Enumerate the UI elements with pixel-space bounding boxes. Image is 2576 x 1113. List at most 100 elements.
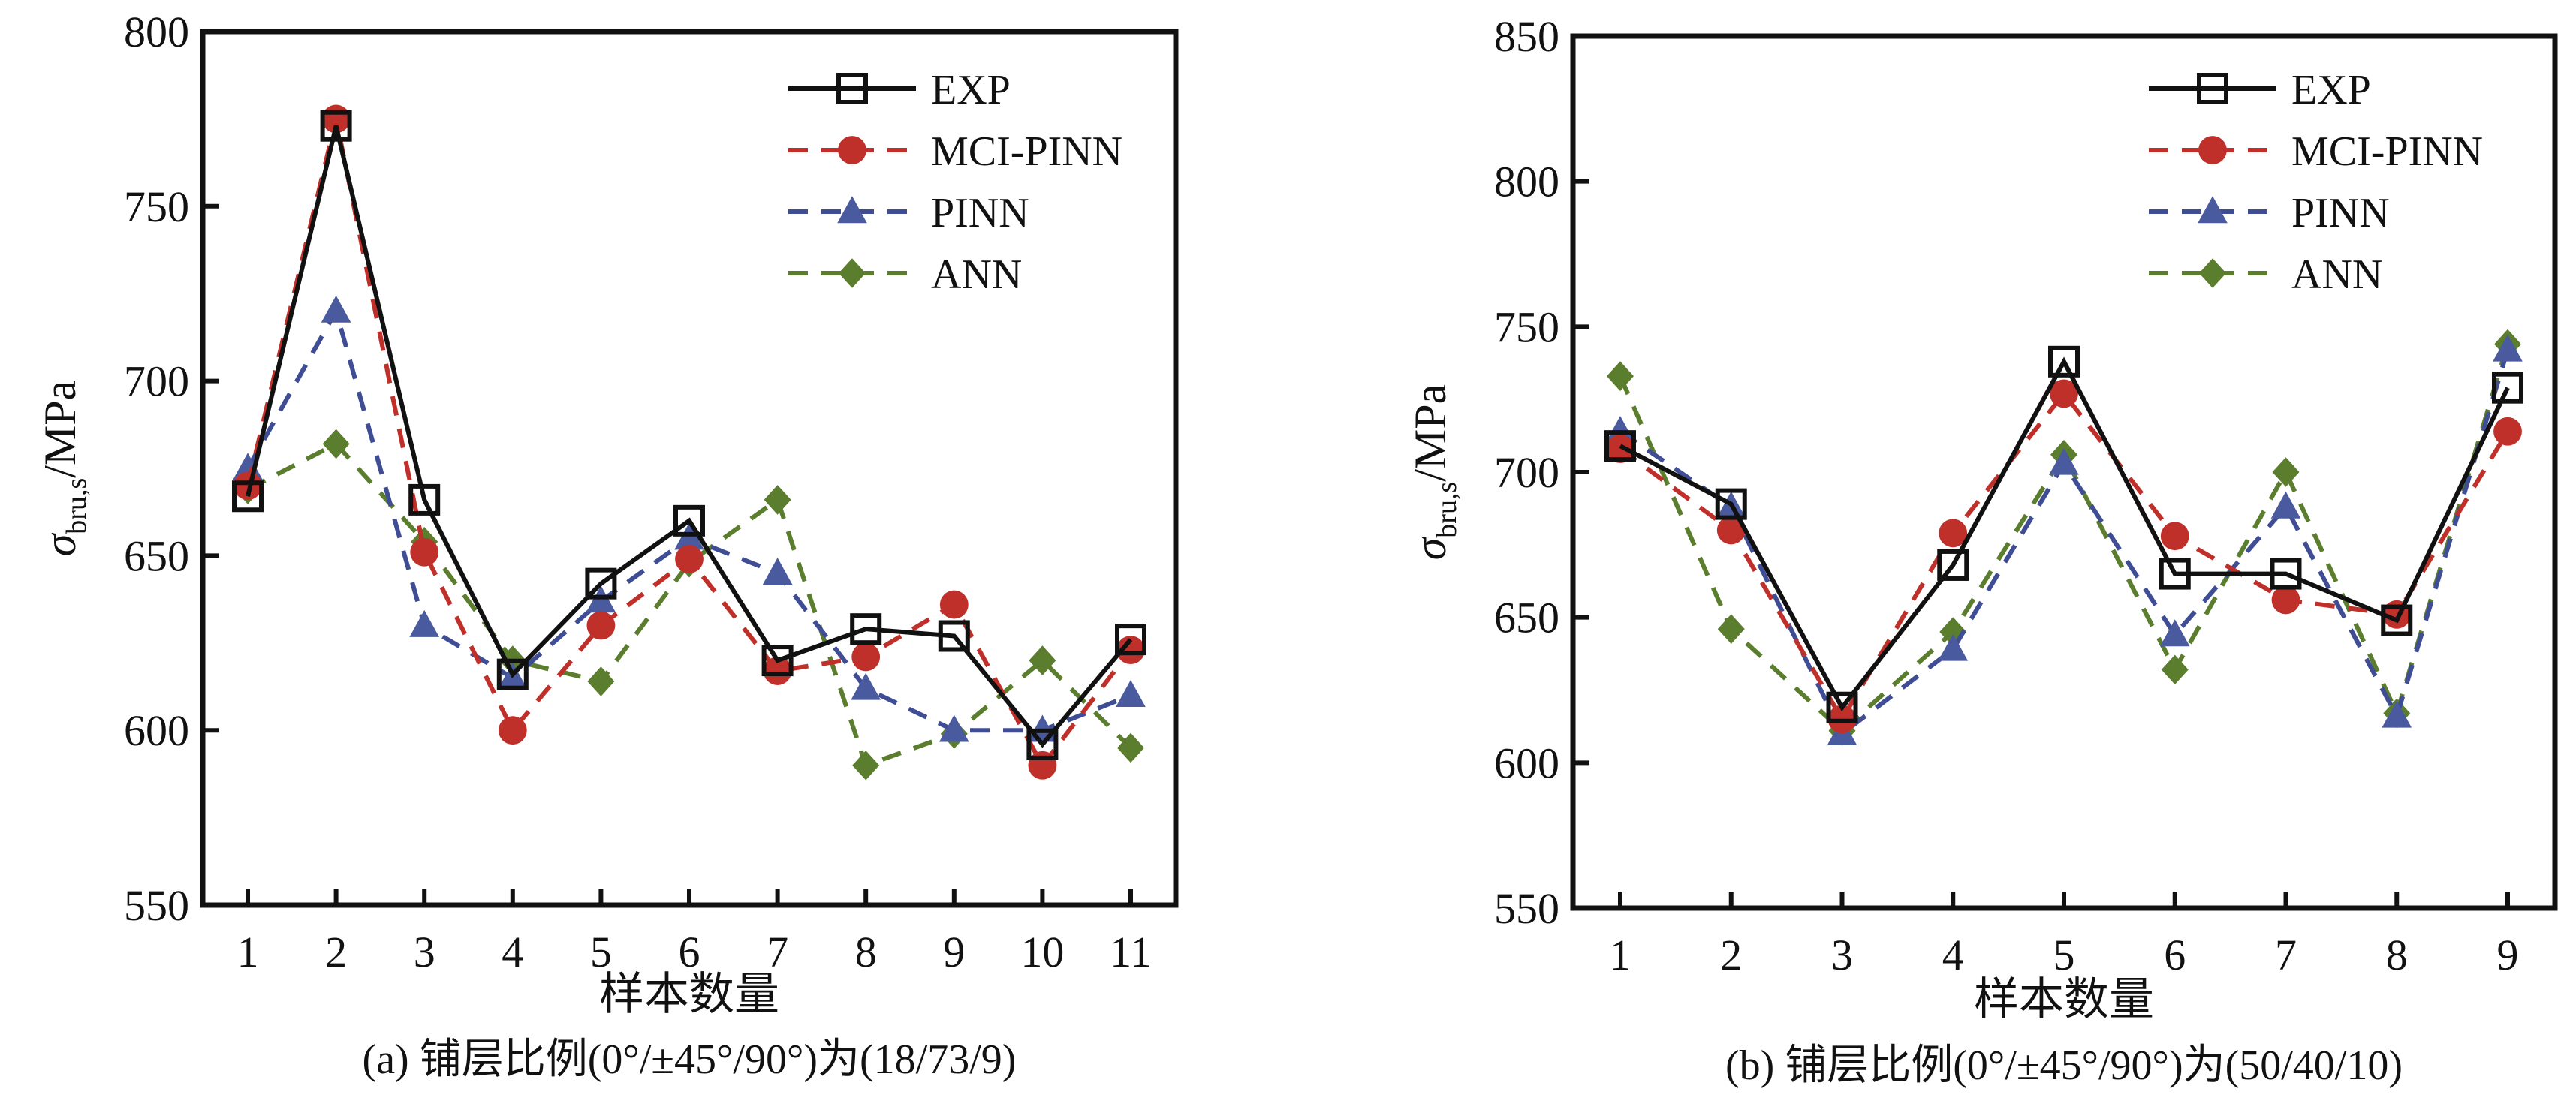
x-tick-label: 3 bbox=[1831, 931, 1853, 979]
y-axis-title: σbru,s/MPa bbox=[35, 381, 92, 557]
series-line bbox=[1619, 390, 2510, 724]
data-point bbox=[1606, 435, 1634, 463]
legend-marker bbox=[838, 136, 866, 164]
legend-item: PINN bbox=[2149, 190, 2390, 236]
data-point bbox=[2050, 379, 2078, 408]
x-tick-label: 4 bbox=[1942, 931, 1964, 979]
data-point bbox=[2049, 447, 2079, 475]
data-point bbox=[1029, 645, 1056, 675]
x-tick-label: 6 bbox=[2164, 931, 2186, 979]
legend-label: EXP bbox=[931, 67, 1011, 113]
data-point bbox=[2048, 345, 2080, 378]
data-point bbox=[498, 716, 527, 745]
y-axis-title: σbru,s/MPa bbox=[1406, 384, 1463, 561]
y-tick-label: 750 bbox=[124, 182, 189, 231]
data-point bbox=[321, 295, 351, 323]
legend-item: EXP bbox=[2149, 67, 2371, 113]
x-tick-label: 11 bbox=[1110, 928, 1152, 976]
y-axis-symbol: σ bbox=[1406, 536, 1455, 560]
legend-item: MCI-PINN bbox=[788, 128, 1122, 175]
legend-marker bbox=[2198, 196, 2228, 224]
legend-item: ANN bbox=[2149, 251, 2382, 298]
y-tick-label: 650 bbox=[1494, 594, 1559, 642]
legend-label: EXP bbox=[2291, 67, 2371, 113]
series-line bbox=[1619, 356, 2510, 712]
data-point bbox=[1937, 549, 1969, 581]
data-point bbox=[1607, 361, 1634, 391]
y-tick-label: 650 bbox=[124, 531, 189, 580]
x-tick-label: 8 bbox=[855, 928, 877, 976]
data-point bbox=[852, 750, 880, 781]
x-tick-label: 7 bbox=[2275, 931, 2297, 979]
data-point bbox=[851, 672, 881, 700]
chart-panel-b: 550 600 650 700 750 800 850 1 2 3 4 5 6 7 8 9 样本数量 σbru,s… bbox=[1406, 12, 2558, 1089]
data-point bbox=[2271, 585, 2300, 615]
data-point bbox=[408, 483, 441, 516]
x-tick-label: 8 bbox=[2386, 931, 2408, 979]
y-tick-label: 700 bbox=[1494, 448, 1559, 497]
data-point bbox=[675, 545, 704, 573]
x-tick-label: 7 bbox=[767, 928, 788, 976]
data-point bbox=[2272, 457, 2300, 487]
legend: EXP MCI-PINN PINN ANN bbox=[2149, 67, 2483, 298]
data-point bbox=[2492, 372, 2523, 404]
legend-marker bbox=[837, 196, 867, 224]
x-tick-label: 6 bbox=[679, 928, 700, 976]
data-point bbox=[2160, 522, 2189, 551]
x-tick-label: 9 bbox=[943, 928, 965, 976]
legend-marker bbox=[836, 73, 868, 104]
legend: EXP MCI-PINN PINN ANN bbox=[788, 67, 1122, 298]
data-point bbox=[1717, 614, 1745, 644]
data-point bbox=[586, 611, 616, 640]
x-axis-title: 样本数量 bbox=[1974, 975, 2154, 1024]
data-point bbox=[1939, 519, 1968, 548]
legend-item: ANN bbox=[788, 251, 1022, 298]
data-point bbox=[939, 714, 969, 742]
data-point bbox=[762, 557, 793, 585]
data-point bbox=[585, 567, 617, 600]
data-point bbox=[1117, 732, 1144, 763]
x-tick-label: 3 bbox=[414, 928, 435, 976]
x-tick-label: 4 bbox=[502, 928, 523, 976]
data-point bbox=[1116, 679, 1146, 707]
y-tick-label: 800 bbox=[1494, 158, 1559, 206]
data-point bbox=[496, 658, 529, 690]
legend-label: PINN bbox=[931, 190, 1029, 236]
data-point bbox=[320, 110, 352, 142]
x-tick-label: 1 bbox=[237, 928, 259, 976]
figure-caption: (a) 铺层比例(0°/±45°/90°)为(18/73/9) bbox=[363, 1036, 1017, 1083]
legend-marker bbox=[2199, 258, 2226, 288]
legend-item: MCI-PINN bbox=[2149, 128, 2483, 175]
y-axis-subscript: bru,s bbox=[61, 478, 92, 534]
y-tick-label: 600 bbox=[1494, 738, 1559, 787]
x-tick-label: 5 bbox=[2053, 931, 2075, 979]
data-point bbox=[587, 666, 615, 696]
data-point bbox=[2381, 604, 2413, 636]
data-point bbox=[233, 471, 262, 501]
data-point bbox=[938, 620, 970, 652]
data-point bbox=[939, 590, 969, 619]
x-axis-title: 样本数量 bbox=[599, 970, 779, 1019]
series-ann bbox=[234, 429, 1144, 781]
data-point bbox=[1604, 430, 1636, 462]
legend-label: ANN bbox=[2291, 251, 2382, 298]
x-tick-label: 1 bbox=[1610, 931, 1631, 979]
data-point bbox=[2161, 654, 2189, 685]
y-axis-unit: /MPa bbox=[35, 381, 85, 478]
y-tick-label: 700 bbox=[124, 357, 189, 406]
data-point bbox=[763, 657, 792, 685]
y-tick-label: 550 bbox=[124, 881, 189, 930]
legend-item: PINN bbox=[788, 190, 1029, 236]
data-point bbox=[761, 645, 794, 677]
series-pinn bbox=[1605, 334, 2523, 745]
y-axis-symbol: σ bbox=[35, 532, 85, 556]
figure-caption: (b) 铺层比例(0°/±45°/90°)为(50/40/10) bbox=[1725, 1042, 2403, 1089]
data-point bbox=[851, 642, 881, 672]
legend-marker bbox=[2198, 136, 2227, 164]
data-point bbox=[1026, 728, 1059, 760]
series-line bbox=[246, 125, 1133, 748]
y-tick-label: 800 bbox=[124, 8, 189, 56]
legend-label: MCI-PINN bbox=[2291, 128, 2483, 175]
data-point bbox=[1826, 691, 1858, 723]
data-point bbox=[2270, 558, 2302, 590]
